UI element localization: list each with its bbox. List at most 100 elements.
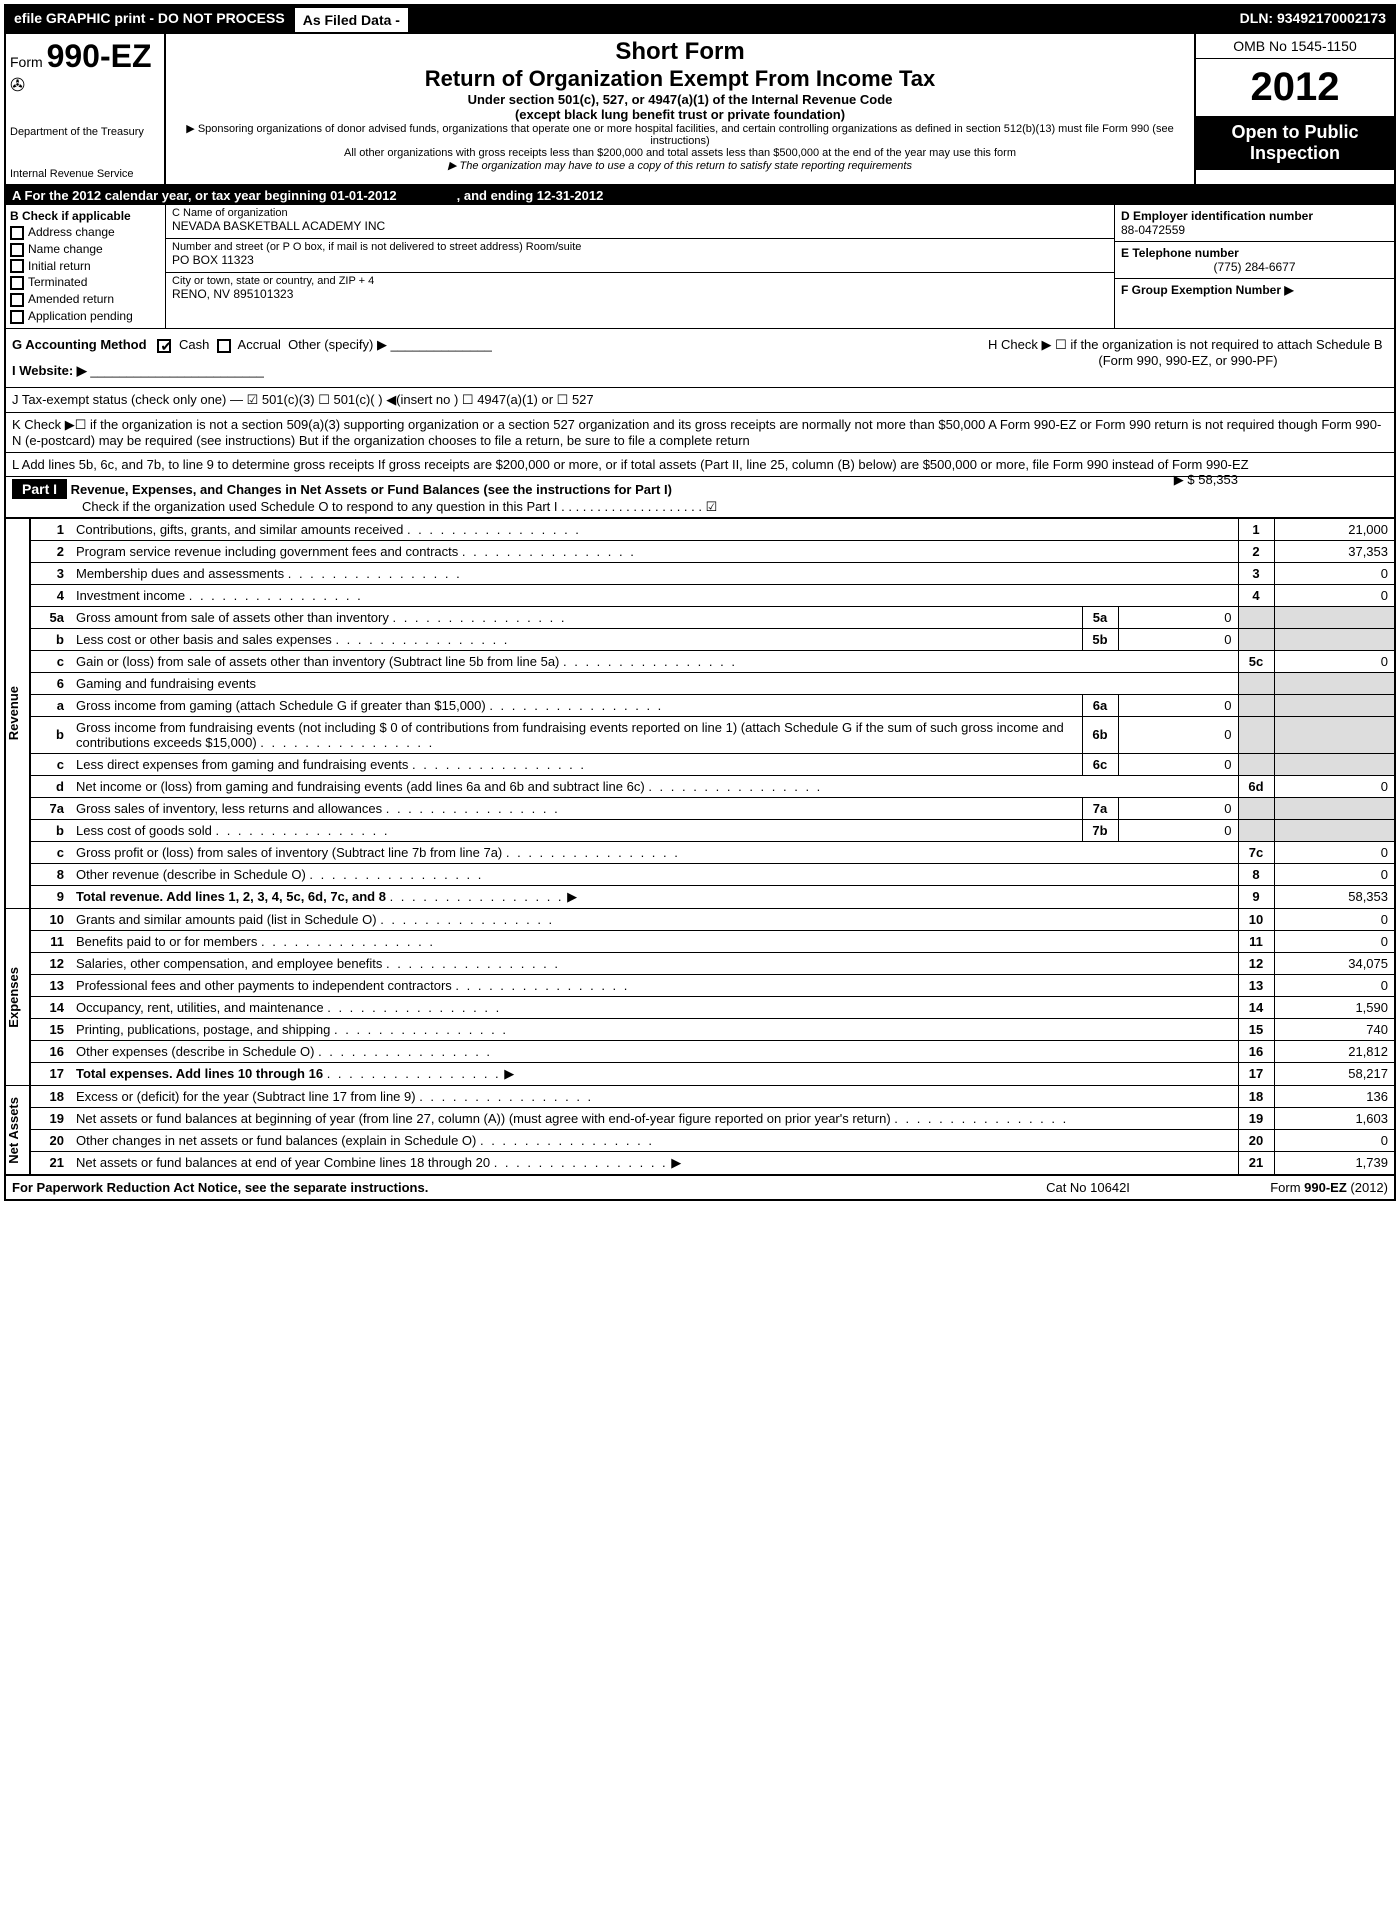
subtitle-1: Under section 501(c), 527, or 4947(a)(1)… xyxy=(174,92,1186,107)
lines-table: Revenue1Contributions, gifts, grants, an… xyxy=(6,518,1394,1174)
tax-year: 2012 xyxy=(1196,59,1394,116)
line-value: 58,353 xyxy=(1274,885,1394,908)
sub-box: 7a xyxy=(1082,797,1118,819)
line-desc: Total revenue. Add lines 1, 2, 3, 4, 5c,… xyxy=(70,885,1238,908)
line-box: 10 xyxy=(1238,908,1274,930)
col-c: C Name of organization NEVADA BASKETBALL… xyxy=(166,205,1114,328)
line-number: 9 xyxy=(30,885,70,908)
form-990ez-page: efile GRAPHIC print - DO NOT PROCESS As … xyxy=(4,4,1396,1201)
line-box: 17 xyxy=(1238,1062,1274,1085)
col-d: D Employer identification number 88-0472… xyxy=(1114,205,1394,328)
line-value: 0 xyxy=(1274,908,1394,930)
line-number: d xyxy=(30,775,70,797)
row-k: K Check ▶☐ if the organization is not a … xyxy=(6,413,1394,453)
line-number: b xyxy=(30,716,70,753)
note-2: All other organizations with gross recei… xyxy=(174,147,1186,159)
phone-value: (775) 284-6677 xyxy=(1121,260,1388,274)
line-number: 19 xyxy=(30,1107,70,1129)
line-desc: Program service revenue including govern… xyxy=(70,540,1238,562)
line-desc: Gross profit or (loss) from sales of inv… xyxy=(70,841,1238,863)
line-box: 11 xyxy=(1238,930,1274,952)
sub-value: 0 xyxy=(1118,753,1238,775)
sub-value: 0 xyxy=(1118,694,1238,716)
section-bcd: B Check if applicable Address change Nam… xyxy=(6,205,1394,329)
line-desc: Other expenses (describe in Schedule O) xyxy=(70,1040,1238,1062)
line-number: 1 xyxy=(30,518,70,540)
short-form-title: Short Form xyxy=(174,38,1186,66)
netassets-side-label: Net Assets xyxy=(6,1085,30,1174)
line-box: 6d xyxy=(1238,775,1274,797)
subtitle-2: (except black lung benefit trust or priv… xyxy=(174,107,1186,122)
city-label: City or town, state or country, and ZIP … xyxy=(172,275,1108,287)
check-pending[interactable] xyxy=(10,310,24,324)
part-1-title: Revenue, Expenses, and Changes in Net As… xyxy=(71,482,672,497)
paperwork-notice: For Paperwork Reduction Act Notice, see … xyxy=(12,1180,988,1195)
check-initial[interactable] xyxy=(10,259,24,273)
line-value: 1,603 xyxy=(1274,1107,1394,1129)
line-desc: Less cost or other basis and sales expen… xyxy=(70,628,1082,650)
check-cash[interactable] xyxy=(157,339,171,353)
line-value: 58,217 xyxy=(1274,1062,1394,1085)
cat-no: Cat No 10642I xyxy=(988,1180,1188,1195)
org-addr: PO BOX 11323 xyxy=(172,253,1108,267)
addr-label: Number and street (or P O box, if mail i… xyxy=(172,241,1108,253)
row-l: L Add lines 5b, 6c, and 7b, to line 9 to… xyxy=(6,453,1394,477)
line-number: 12 xyxy=(30,952,70,974)
line-desc: Salaries, other compensation, and employ… xyxy=(70,952,1238,974)
col-b: B Check if applicable Address change Nam… xyxy=(6,205,166,328)
check-accrual[interactable] xyxy=(217,339,231,353)
line-box: 21 xyxy=(1238,1151,1274,1174)
note-1: ▶ Sponsoring organizations of donor advi… xyxy=(174,122,1186,147)
line-number: a xyxy=(30,694,70,716)
line-number: c xyxy=(30,841,70,863)
sub-value: 0 xyxy=(1118,628,1238,650)
check-amended[interactable] xyxy=(10,293,24,307)
header-right: OMB No 1545-1150 2012 Open to PublicInsp… xyxy=(1194,34,1394,184)
line-desc: Gaming and fundraising events xyxy=(70,672,1238,694)
line-box: 7c xyxy=(1238,841,1274,863)
sub-value: 0 xyxy=(1118,606,1238,628)
group-exempt-label: F Group Exemption Number ▶ xyxy=(1121,283,1294,297)
line-box: 3 xyxy=(1238,562,1274,584)
sub-box: 5a xyxy=(1082,606,1118,628)
part-1-sub: Check if the organization used Schedule … xyxy=(82,499,717,514)
open-to-public: Open to PublicInspection xyxy=(1196,116,1394,170)
line-desc: Gain or (loss) from sale of assets other… xyxy=(70,650,1238,672)
line-box: 19 xyxy=(1238,1107,1274,1129)
main-title: Return of Organization Exempt From Incom… xyxy=(174,66,1186,92)
check-terminated[interactable] xyxy=(10,276,24,290)
accounting-label: G Accounting Method xyxy=(12,337,147,352)
line-box: 14 xyxy=(1238,996,1274,1018)
line-number: 4 xyxy=(30,584,70,606)
line-number: b xyxy=(30,819,70,841)
line-value: 0 xyxy=(1274,863,1394,885)
check-name[interactable] xyxy=(10,243,24,257)
line-number: 5a xyxy=(30,606,70,628)
line-number: 7a xyxy=(30,797,70,819)
line-value: 0 xyxy=(1274,650,1394,672)
line-value: 1,739 xyxy=(1274,1151,1394,1174)
line-number: 15 xyxy=(30,1018,70,1040)
line-value: 740 xyxy=(1274,1018,1394,1040)
ein-label: D Employer identification number xyxy=(1121,209,1313,223)
line-desc: Investment income xyxy=(70,584,1238,606)
line-desc: Total expenses. Add lines 10 through 16 … xyxy=(70,1062,1238,1085)
line-number: 13 xyxy=(30,974,70,996)
line-desc: Net assets or fund balances at beginning… xyxy=(70,1107,1238,1129)
sub-box: 6c xyxy=(1082,753,1118,775)
header-left: Form 990-EZ ✇ Department of the Treasury… xyxy=(6,34,166,184)
line-desc: Less direct expenses from gaming and fun… xyxy=(70,753,1082,775)
line-number: b xyxy=(30,628,70,650)
line-desc: Other revenue (describe in Schedule O) xyxy=(70,863,1238,885)
line-number: 21 xyxy=(30,1151,70,1174)
line-number: 6 xyxy=(30,672,70,694)
line-value: 37,353 xyxy=(1274,540,1394,562)
line-desc: Benefits paid to or for members xyxy=(70,930,1238,952)
line-number: 18 xyxy=(30,1085,70,1107)
line-desc: Contributions, gifts, grants, and simila… xyxy=(70,518,1238,540)
efile-label: efile GRAPHIC print - DO NOT PROCESS xyxy=(6,6,293,34)
note-3: ▶ The organization may have to use a cop… xyxy=(174,159,1186,172)
check-address[interactable] xyxy=(10,226,24,240)
footer: For Paperwork Reduction Act Notice, see … xyxy=(6,1174,1394,1199)
form-number: 990-EZ xyxy=(47,38,152,74)
